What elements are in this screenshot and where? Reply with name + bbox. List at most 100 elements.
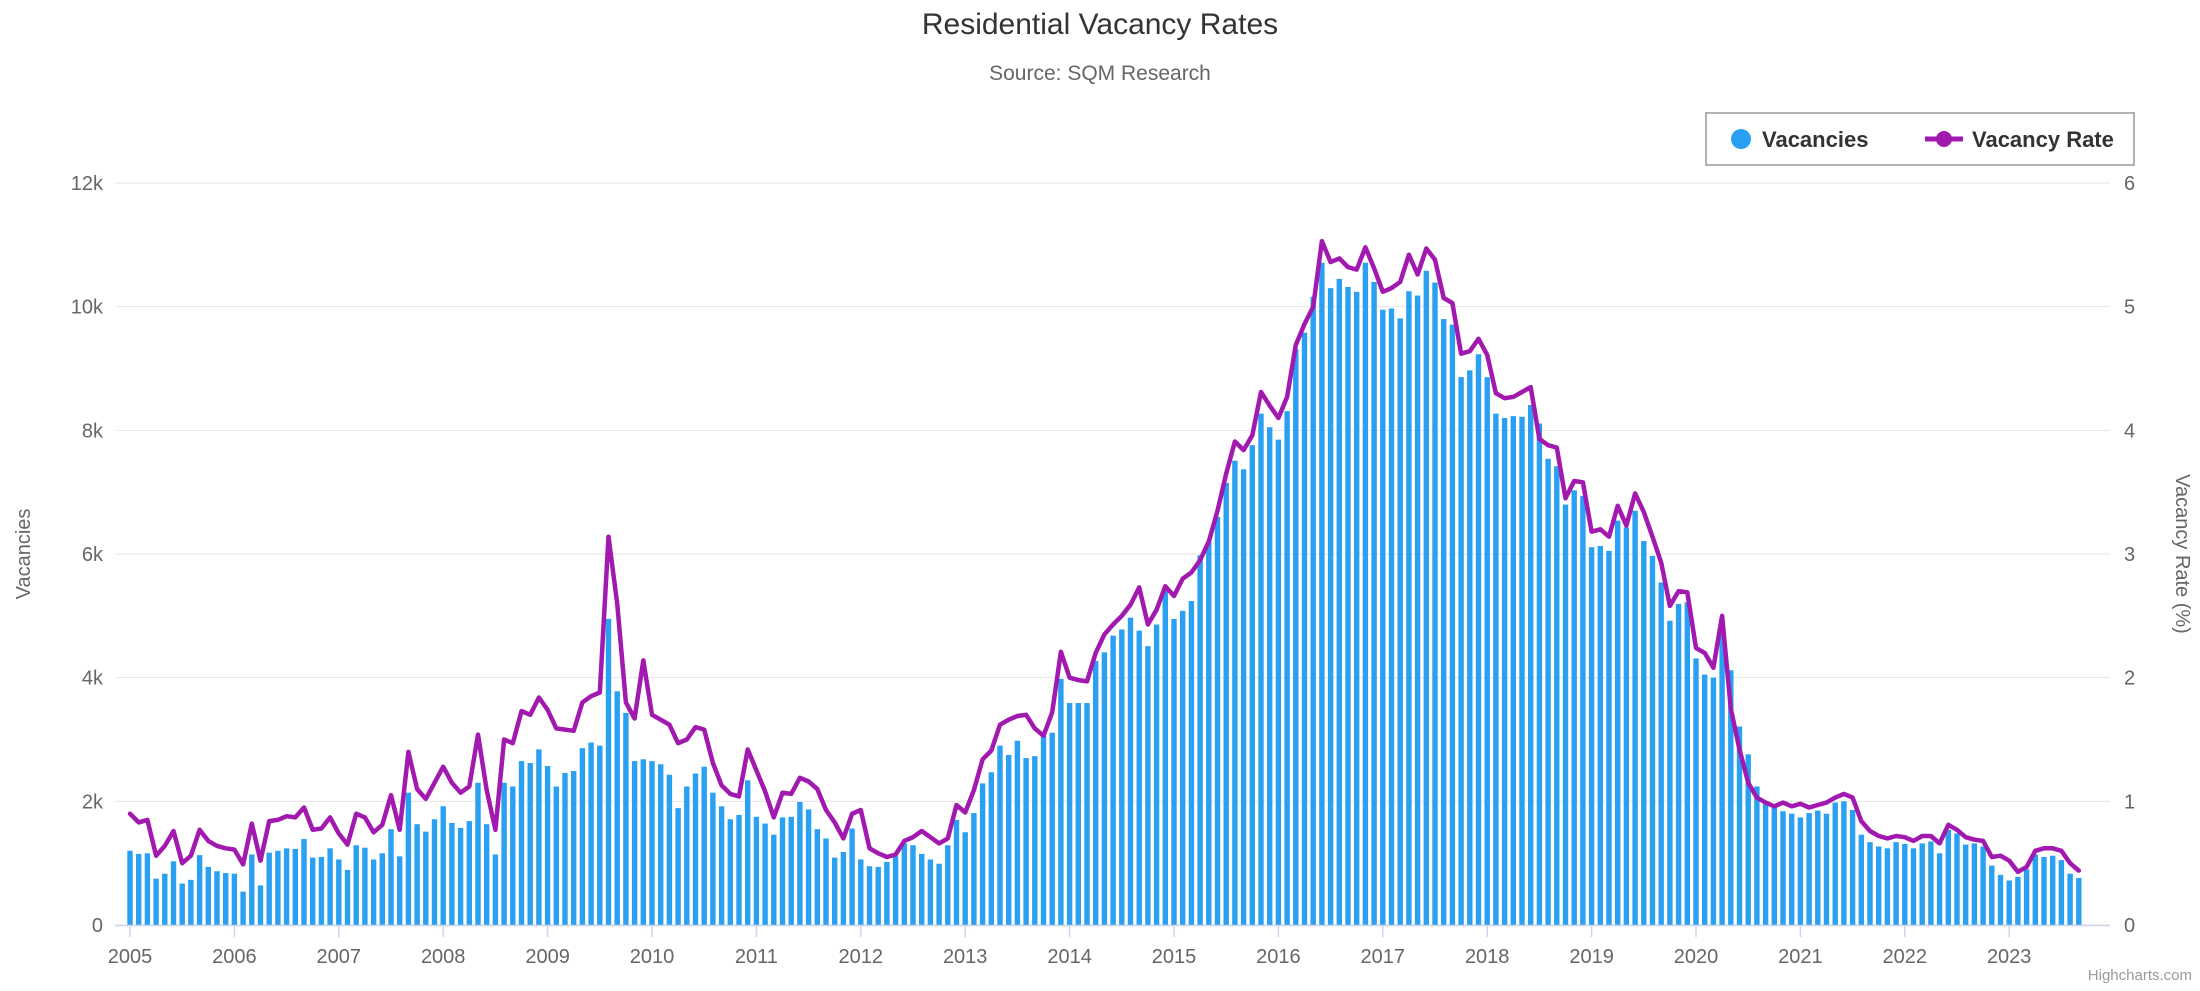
vacancies-bar[interactable] — [1197, 555, 1203, 925]
series-vacancies[interactable] — [127, 262, 2082, 926]
vacancies-bar[interactable] — [1467, 370, 1473, 925]
vacancies-bar[interactable] — [1632, 510, 1638, 925]
vacancies-bar[interactable] — [1258, 413, 1264, 925]
vacancies-bar[interactable] — [1858, 834, 1864, 925]
vacancies-bar[interactable] — [727, 819, 733, 925]
vacancies-bar[interactable] — [718, 806, 725, 925]
vacancies-bar[interactable] — [1136, 630, 1142, 925]
vacancies-bar[interactable] — [336, 859, 342, 925]
vacancies-bar[interactable] — [823, 838, 829, 925]
vacancies-bar[interactable] — [1510, 416, 1516, 925]
vacancies-bar[interactable] — [492, 854, 499, 925]
vacancies-bar[interactable] — [623, 712, 629, 925]
vacancies-bar[interactable] — [153, 878, 159, 926]
vacancies-bar[interactable] — [640, 759, 646, 925]
vacancies-bar[interactable] — [1823, 813, 1830, 925]
vacancies-bar[interactable] — [2076, 878, 2082, 925]
vacancies-bar[interactable] — [1815, 810, 1821, 925]
vacancies-bar[interactable] — [1380, 309, 1386, 925]
vacancies-bar[interactable] — [1127, 617, 1134, 925]
legend-item-vacancies[interactable]: Vacancies — [1731, 127, 1868, 152]
vacancies-bar[interactable] — [414, 824, 420, 925]
vacancies-bar[interactable] — [1188, 600, 1195, 925]
vacancies-bar[interactable] — [692, 773, 699, 925]
vacancies-bar[interactable] — [1588, 547, 1595, 925]
vacancies-bar[interactable] — [945, 845, 951, 926]
vacancies-bar[interactable] — [1719, 631, 1725, 925]
vacancies-bar[interactable] — [231, 873, 238, 925]
vacancies-bar[interactable] — [919, 853, 925, 925]
vacancies-bar[interactable] — [1180, 610, 1186, 925]
vacancies-bar[interactable] — [1493, 413, 1499, 925]
vacancies-bar[interactable] — [736, 814, 742, 925]
vacancies-bar[interactable] — [249, 854, 255, 925]
vacancies-bar[interactable] — [1745, 754, 1751, 925]
vacancies-bar[interactable] — [1684, 602, 1690, 925]
vacancies-bar[interactable] — [1388, 308, 1395, 925]
vacancies-bar[interactable] — [1519, 416, 1525, 925]
vacancies-bar[interactable] — [292, 848, 298, 925]
vacancies-bar[interactable] — [1728, 670, 1734, 925]
vacancies-bar[interactable] — [1571, 490, 1577, 925]
vacancies-bar[interactable] — [1771, 806, 1777, 925]
vacancies-bar[interactable] — [1893, 842, 1899, 925]
vacancies-bar[interactable] — [1145, 646, 1151, 925]
vacancies-bar[interactable] — [240, 891, 246, 925]
vacancies-bar[interactable] — [788, 816, 794, 925]
vacancies-bar[interactable] — [136, 853, 142, 925]
vacancies-bar[interactable] — [266, 852, 272, 925]
vacancies-bar[interactable] — [1562, 504, 1569, 925]
vacancies-bar[interactable] — [449, 822, 455, 925]
vacancies-bar[interactable] — [1623, 527, 1630, 925]
vacancies-bar[interactable] — [1945, 829, 1951, 925]
vacancies-bar[interactable] — [936, 863, 942, 925]
vacancies-bar[interactable] — [318, 856, 325, 925]
vacancies-bar[interactable] — [379, 853, 385, 925]
vacancies-bar[interactable] — [205, 866, 211, 925]
vacancies-bar[interactable] — [1206, 541, 1212, 925]
vacancies-bar[interactable] — [797, 801, 803, 925]
vacancies-bar[interactable] — [1902, 844, 1908, 925]
vacancies-bar[interactable] — [1006, 754, 1012, 925]
vacancies-bar[interactable] — [1162, 587, 1168, 925]
vacancies-bar[interactable] — [1153, 624, 1160, 925]
vacancies-bar[interactable] — [562, 772, 568, 925]
vacancies-bar[interactable] — [1884, 848, 1891, 925]
vacancies-bar[interactable] — [910, 845, 916, 926]
vacancies-bar[interactable] — [1301, 332, 1308, 925]
vacancies-bar[interactable] — [1423, 270, 1429, 925]
vacancies-bar[interactable] — [1936, 853, 1943, 925]
vacancies-bar[interactable] — [257, 885, 264, 925]
vacancies-bar[interactable] — [223, 873, 229, 925]
vacancies-bar[interactable] — [170, 861, 177, 925]
vacancies-bar[interactable] — [1223, 482, 1229, 925]
vacancies-bar[interactable] — [283, 848, 290, 925]
vacancies-bar[interactable] — [1876, 846, 1882, 925]
vacancies-bar[interactable] — [1997, 874, 2004, 925]
vacancies-bar[interactable] — [1989, 865, 1995, 925]
vacancies-bar[interactable] — [144, 853, 151, 925]
vacancies-bar[interactable] — [805, 809, 812, 925]
vacancies-bar[interactable] — [484, 824, 490, 925]
vacancies-bar[interactable] — [475, 782, 481, 925]
vacancies-bar[interactable] — [849, 828, 855, 925]
vacancies-bar[interactable] — [301, 839, 307, 925]
vacancies-bar[interactable] — [1484, 377, 1490, 925]
vacancies-bar[interactable] — [553, 786, 559, 925]
vacancies-bar[interactable] — [1240, 469, 1247, 925]
vacancies-bar[interactable] — [188, 879, 194, 925]
vacancies-bar[interactable] — [1867, 842, 1873, 925]
vacancies-bar[interactable] — [423, 831, 429, 925]
vacancies-bar[interactable] — [1171, 618, 1177, 925]
vacancies-bar[interactable] — [1475, 354, 1482, 925]
vacancies-bar[interactable] — [1928, 841, 1934, 925]
vacancies-bar[interactable] — [310, 857, 316, 925]
vacancies-bar[interactable] — [466, 821, 472, 925]
vacancies-bar[interactable] — [1310, 296, 1316, 925]
vacancies-bar[interactable] — [832, 857, 838, 925]
vacancies-bar[interactable] — [2032, 854, 2038, 925]
vacancies-bar[interactable] — [1293, 349, 1299, 926]
vacancies-bar[interactable] — [814, 829, 820, 925]
vacancies-bar[interactable] — [1084, 703, 1090, 925]
vacancies-bar[interactable] — [397, 856, 403, 925]
